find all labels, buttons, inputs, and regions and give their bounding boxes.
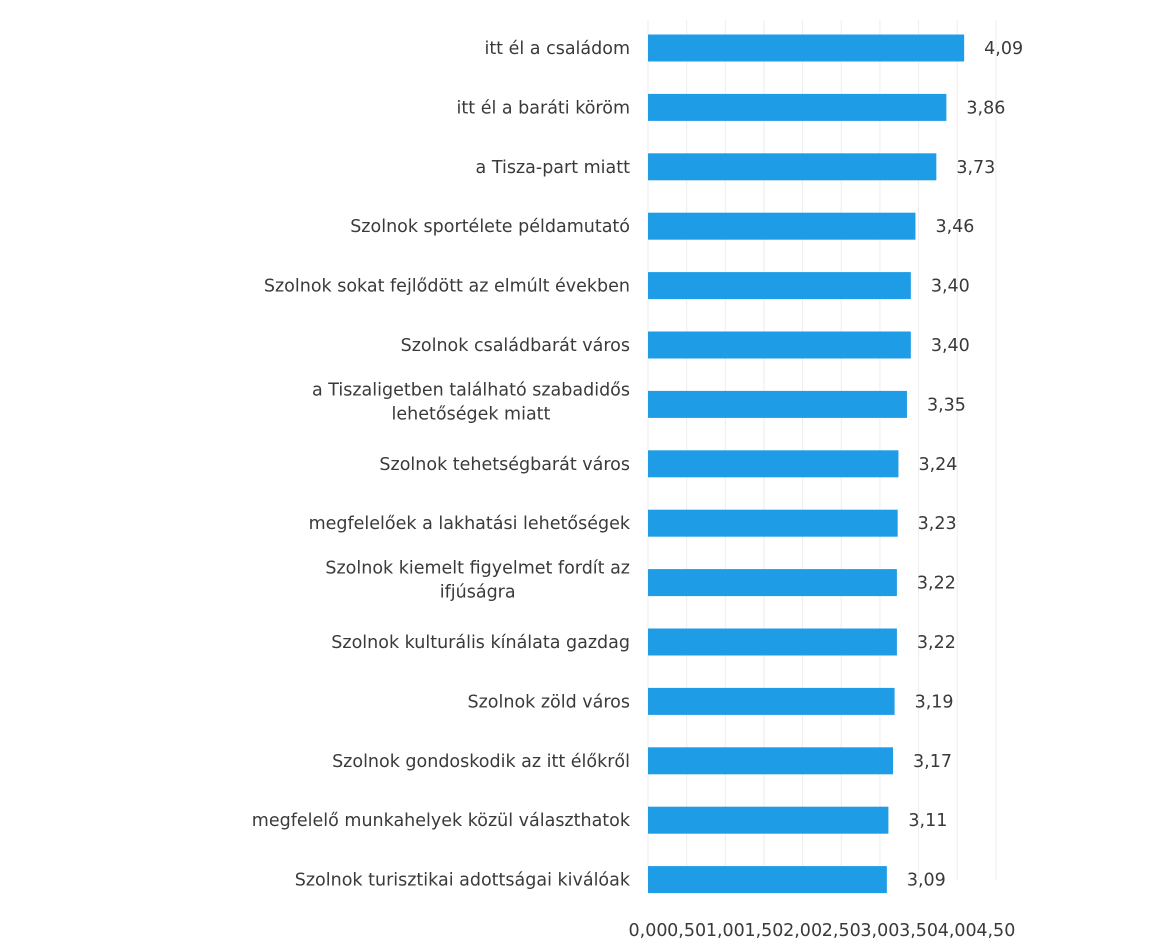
bar [648, 687, 895, 715]
category-labels: itt él a családom itt él a baráti köröm a … [252, 39, 631, 891]
x-axis-tick-labels: 0,00 0,50 1,00 1,50 2,00 2,50 3,00 3,50 4,00 4,50 [629, 921, 1016, 941]
x-tick-label: 4,50 [976, 921, 1015, 941]
category-label-line: Szolnok családbarát város [401, 336, 630, 356]
x-tick-label: 3,50 [899, 921, 938, 941]
value-label: 3,86 [966, 98, 1005, 118]
category-label: Szolnok gondoskodik az itt élőkről [332, 752, 630, 772]
category-label-line: Szolnok turisztikai adottságai kiválóak [295, 871, 631, 891]
category-label: Szolnok tehetségbarát város [379, 455, 630, 475]
x-tick-label: 0,50 [667, 921, 706, 941]
category-label-line: megfelelő munkahelyek közül választhatok [252, 811, 631, 831]
bar [648, 806, 889, 834]
category-label-line: Szolnok zöld város [468, 692, 631, 712]
bar [648, 272, 911, 300]
category-label-line: Szolnok tehetségbarát város [379, 455, 630, 475]
value-label: 4,09 [984, 39, 1023, 59]
category-label-line: Szolnok gondoskodik az itt élőkről [332, 752, 630, 772]
category-label: Szolnok zöld város [468, 692, 631, 712]
category-label-line: ifjúságra [440, 583, 516, 603]
value-label: 3,23 [918, 514, 957, 534]
bar [648, 34, 965, 62]
bar [648, 93, 947, 121]
value-label: 3,17 [913, 752, 952, 772]
bar [648, 153, 937, 181]
category-label: Szolnok családbarát város [401, 336, 630, 356]
bar [648, 390, 907, 418]
x-tick-label: 3,00 [860, 921, 899, 941]
value-label: 3,11 [908, 811, 947, 831]
category-label: Szolnok turisztikai adottságai kiválóak [295, 871, 631, 891]
value-label: 3,09 [907, 871, 946, 891]
value-label: 3,73 [956, 158, 995, 178]
value-label: 3,40 [931, 277, 970, 297]
bar [648, 866, 887, 894]
category-label: itt él a baráti köröm [457, 98, 630, 118]
category-label: Szolnok sportélete példamutató [350, 217, 630, 237]
value-label: 3,19 [915, 692, 954, 712]
x-tick-label: 2,00 [783, 921, 822, 941]
value-labels: 4,09 3,86 3,73 3,46 3,40 3,40 3,35 3,24 3,23 3,22… [907, 39, 1023, 891]
category-label: Szolnok kiemelt figyelmet fordít az ifjús… [325, 559, 630, 603]
category-label-line: Szolnok sokat fejlődött az elmúlt évekbe… [264, 277, 630, 297]
category-label: megfelelő munkahelyek közül választhatok [252, 811, 631, 831]
bar [648, 212, 916, 240]
value-label: 3,46 [935, 217, 974, 237]
x-tick-label: 1,50 [744, 921, 783, 941]
bar [648, 509, 898, 537]
bar [648, 628, 897, 656]
category-label: a Tisza-part miatt [476, 158, 631, 178]
category-label-line: a Tisza-part miatt [476, 158, 631, 178]
bars [648, 34, 965, 894]
value-label: 3,22 [917, 633, 956, 653]
value-label: 3,35 [927, 395, 966, 415]
category-label-line: Szolnok sportélete példamutató [350, 217, 630, 237]
category-label-line: itt él a baráti köröm [457, 98, 630, 118]
category-label-line: a Tiszaligetben található szabadidős [312, 380, 630, 400]
category-label: Szolnok sokat fejlődött az elmúlt évekbe… [264, 277, 630, 297]
bar [648, 747, 894, 775]
value-label: 3,24 [918, 455, 957, 475]
value-label: 3,40 [931, 336, 970, 356]
category-label: a Tiszaligetben található szabadidős lehe… [312, 380, 630, 424]
bar [648, 569, 897, 597]
x-tick-label: 4,00 [938, 921, 977, 941]
bar [648, 450, 899, 478]
category-label: megfelelőek a lakhatási lehetőségek [309, 514, 631, 534]
category-label-line: lehetőségek miatt [392, 404, 551, 424]
value-label: 3,22 [917, 574, 956, 594]
bar [648, 331, 911, 359]
category-label: Szolnok kulturális kínálata gazdag [331, 633, 630, 653]
category-label-line: itt él a családom [484, 39, 630, 59]
x-tick-label: 1,00 [706, 921, 745, 941]
category-label: itt él a családom [484, 39, 630, 59]
category-label-line: Szolnok kulturális kínálata gazdag [331, 633, 630, 653]
x-tick-label: 0,00 [629, 921, 668, 941]
category-label-line: megfelelőek a lakhatási lehetőségek [309, 514, 631, 534]
category-label-line: Szolnok kiemelt figyelmet fordít az [325, 559, 630, 579]
x-tick-label: 2,50 [822, 921, 861, 941]
